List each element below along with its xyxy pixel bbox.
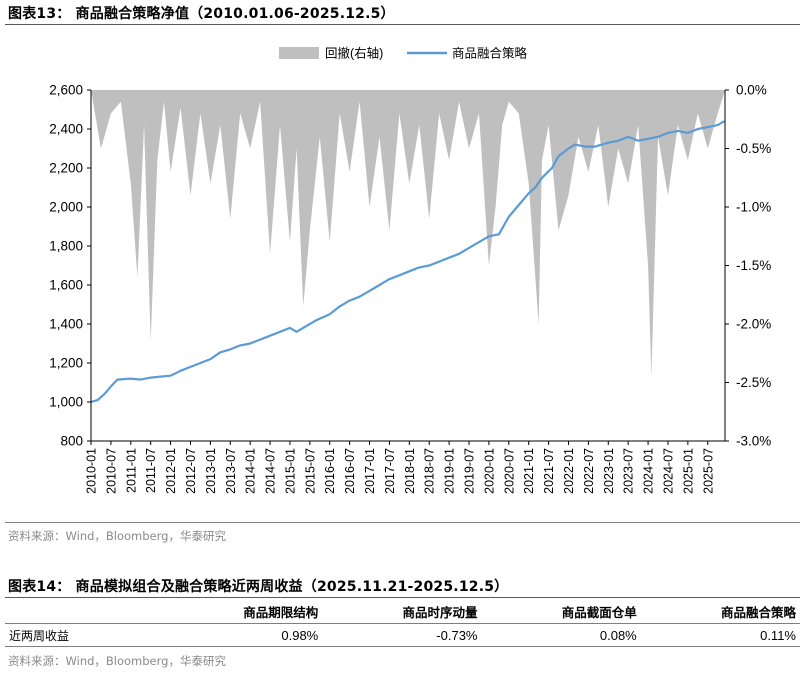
x-tick-label: 2024-01 [642,448,656,494]
legend-label-drawdown: 回撤(右轴) [325,46,383,61]
figure13-title: 图表13： 商品融合策略净值（2010.01.06-2025.12.5） [8,6,395,22]
table-row-label: 近两周收益 [9,628,70,643]
y-right-tick-label: -3.0% [736,434,771,449]
x-tick-label: 2024-07 [661,448,675,494]
x-tick-label: 2023-01 [602,448,616,494]
nav-line-layer [90,120,725,404]
y-left-tick-label: 2,600 [49,83,83,98]
x-tick-label: 2015-01 [283,448,297,494]
table-cell: 0.08% [599,627,637,643]
table-cell: -0.73% [436,627,478,643]
x-tick-label: 2022-07 [582,448,596,494]
x-tick-label: 2015-07 [303,448,317,494]
axes-layer: 800 1,000 1,200 1,400 1,600 1,800 2,000 2,200 2,… [49,83,771,494]
x-tick-label: 2012-01 [164,448,178,494]
table-cell: 0.11% [760,627,796,643]
y-right-tick-label: -0.5% [736,141,771,156]
y-left-tick-label: 1,800 [49,239,83,254]
x-tick-label: 2020-07 [502,448,516,494]
y-left-tick-label: 2,400 [49,122,83,137]
x-tick-label: 2025-07 [701,448,715,494]
y-left-tick-label: 2,200 [49,161,83,176]
x-tick-label: 2019-01 [443,448,457,494]
x-tick-label: 2017-07 [383,448,397,494]
chart-bottom-rule [5,522,800,523]
drawdown-area-layer [91,90,725,377]
x-tick-label: 2023-07 [622,448,636,494]
x-tick-label: 2017-01 [363,448,377,494]
table-row: 近两周收益 0.98% -0.73% 0.08% 0.11% [5,624,800,647]
x-tick-label: 2011-07 [144,448,158,493]
y-right-tick-label: 0.0% [736,83,767,98]
x-tick-label: 2016-01 [323,448,337,494]
x-tick-label: 2021-01 [522,448,536,494]
x-tick-label: 2019-07 [463,448,477,494]
table-header-term-structure: 商品期限结构 [243,605,319,620]
legend-swatch-drawdown [279,47,319,59]
x-tick-label: 2018-01 [403,448,417,494]
x-tick-label: 2014-07 [264,448,278,494]
y-left-tick-label: 1,600 [49,278,83,293]
x-tick-label: 2022-01 [562,448,576,494]
x-tick-label: 2021-07 [542,448,556,494]
y-right-tick-label: -1.5% [736,258,771,273]
y-right-tick-label: -2.5% [736,375,771,390]
x-tick-label: 2010-01 [85,448,99,494]
y-left-tick-label: 1,400 [49,317,83,332]
figure13-source: 资料来源：Wind，Bloomberg，华泰研究 [8,529,226,543]
table-top-rule [5,597,800,598]
figure14-source: 资料来源：Wind，Bloomberg，华泰研究 [8,654,226,668]
x-tick-label: 2012-07 [184,448,198,494]
figure14-title: 图表14： 商品模拟组合及融合策略近两周收益（2025.11.21-2025.1… [8,579,509,595]
nav-chart: 回撤(右轴) 商品融合策略 800 1,000 1,200 1,400 1,600 1,80… [49,46,771,494]
title-rule [5,24,800,25]
legend-label-nav: 商品融合策略 [452,46,528,61]
table-cell: 0.98% [281,627,319,643]
table-header-cs-warrant: 商品截面仓单 [561,605,637,620]
y-left-tick-label: 800 [60,434,83,449]
x-tick-label: 2011-01 [124,448,138,493]
table-header-blank [5,600,163,624]
y-left-tick-label: 2,000 [49,200,83,215]
nav-line [90,120,725,404]
x-tick-label: 2013-07 [224,448,238,494]
table-header-ts-momentum: 商品时序动量 [402,605,478,620]
x-tick-label: 2010-07 [104,448,118,494]
x-tick-label: 2020-01 [482,448,496,494]
x-tick-label: 2013-01 [204,448,218,494]
x-tick-label: 2025-01 [681,448,695,494]
y-left-tick-label: 1,200 [49,356,83,371]
x-tick-label: 2016-07 [343,448,357,494]
x-tick-label: 2018-07 [423,448,437,494]
y-right-tick-label: -2.0% [736,317,771,332]
y-right-tick-label: -1.0% [736,200,771,215]
table-header-fusion: 商品融合策略 [720,605,796,620]
x-tick-label: 2014-01 [244,448,258,494]
returns-table: 商品期限结构 商品时序动量 商品截面仓单 商品融合策略 近两周收益 0.98% … [5,600,800,647]
y-left-tick-label: 1,000 [49,395,83,410]
chart-legend: 回撤(右轴) 商品融合策略 [279,46,528,61]
table-header-row: 商品期限结构 商品时序动量 商品截面仓单 商品融合策略 [5,600,800,624]
drawdown-area [91,90,725,377]
